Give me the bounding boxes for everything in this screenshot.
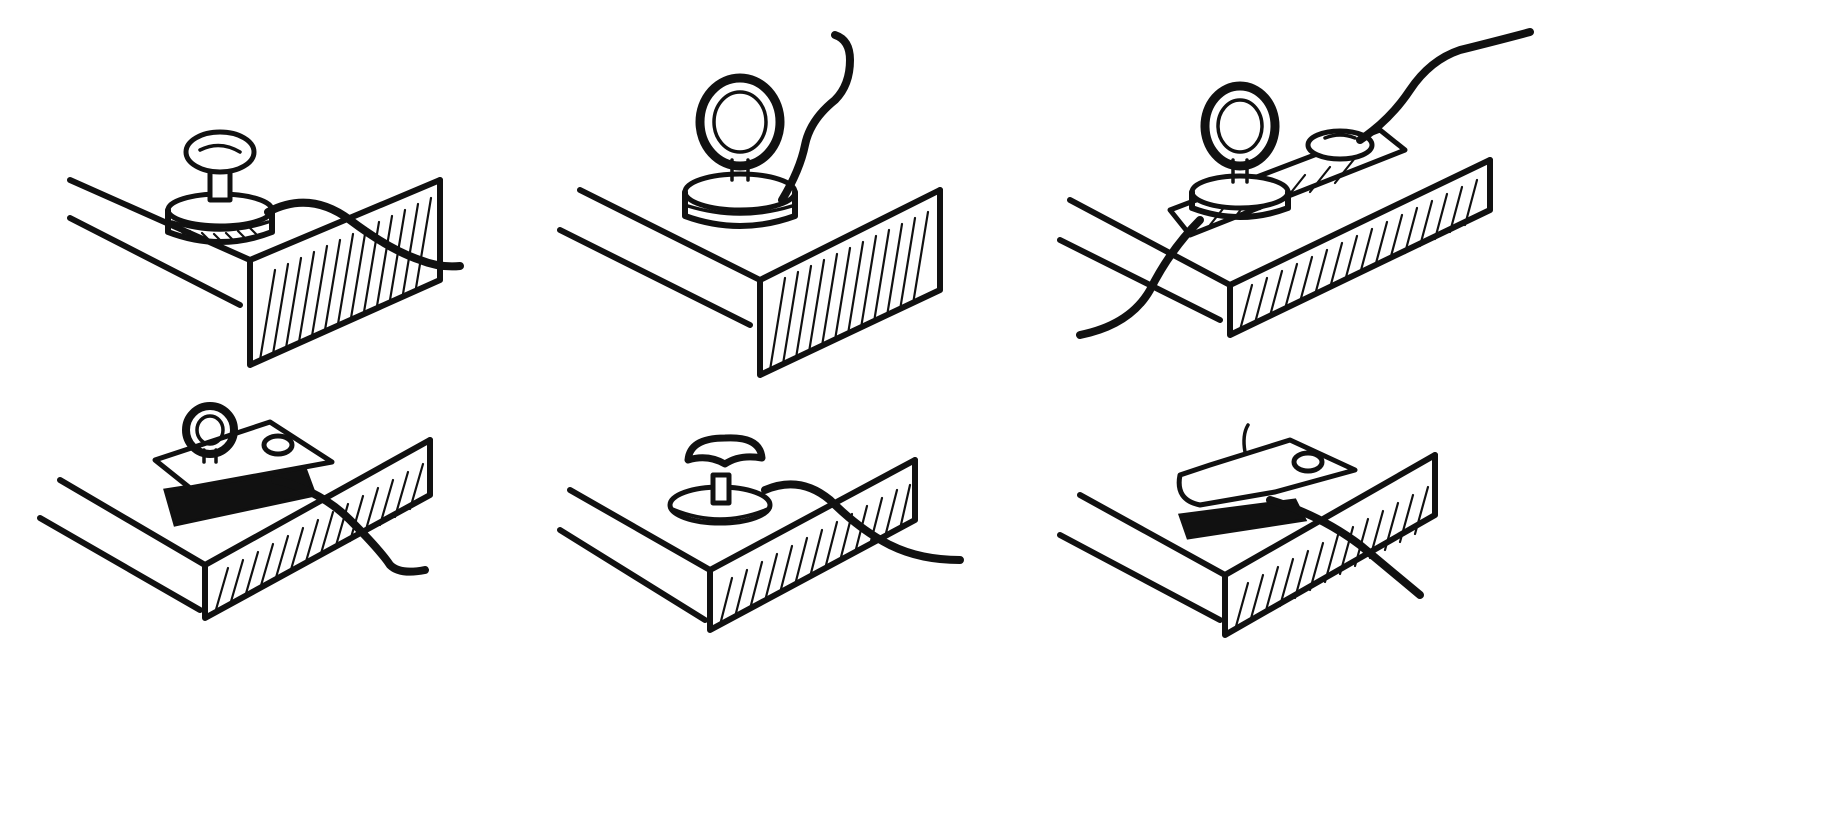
panel-eye-screw-strip-terminal	[1057, 28, 1534, 339]
second-screw-head	[1305, 128, 1375, 162]
washer-stack	[1189, 173, 1291, 220]
mushroom-screw-head	[183, 129, 257, 203]
eye-screw	[1200, 81, 1280, 184]
board	[1057, 157, 1493, 338]
eye-screw	[695, 73, 785, 182]
wood-grain-hatch	[1238, 178, 1479, 332]
panel-eye-screw-tab-terminal	[37, 402, 433, 621]
connecting-wire	[264, 198, 464, 271]
connecting-wire	[761, 480, 964, 564]
wood-grain-hatch	[718, 483, 912, 627]
panel-mushroom-screw-terminal	[67, 129, 464, 368]
tab-hole	[1291, 450, 1325, 474]
wood-grain-hatch	[258, 196, 433, 362]
connecting-wire	[778, 31, 854, 204]
connecting-wire-upper	[1356, 28, 1534, 144]
metal-tab	[1176, 437, 1358, 508]
connecting-wire	[1266, 496, 1424, 599]
bent-tab-tip	[1242, 423, 1250, 454]
board	[557, 187, 943, 378]
tab-hole	[261, 433, 295, 457]
panel-wing-screw-terminal	[557, 434, 964, 633]
eye-screw	[182, 402, 238, 464]
board	[67, 177, 443, 368]
connecting-wire-lower	[1076, 216, 1204, 339]
panel-eye-screw-terminal	[557, 31, 943, 378]
board	[37, 437, 433, 621]
panel-metal-tab-terminal	[1057, 423, 1438, 638]
board	[557, 457, 918, 633]
board	[1057, 452, 1438, 638]
tab-shadow	[1177, 498, 1308, 540]
washer-stack	[682, 171, 798, 229]
connecting-wire	[271, 476, 429, 576]
wood-grain-hatch	[768, 210, 930, 372]
wing-screw-head	[684, 434, 766, 506]
